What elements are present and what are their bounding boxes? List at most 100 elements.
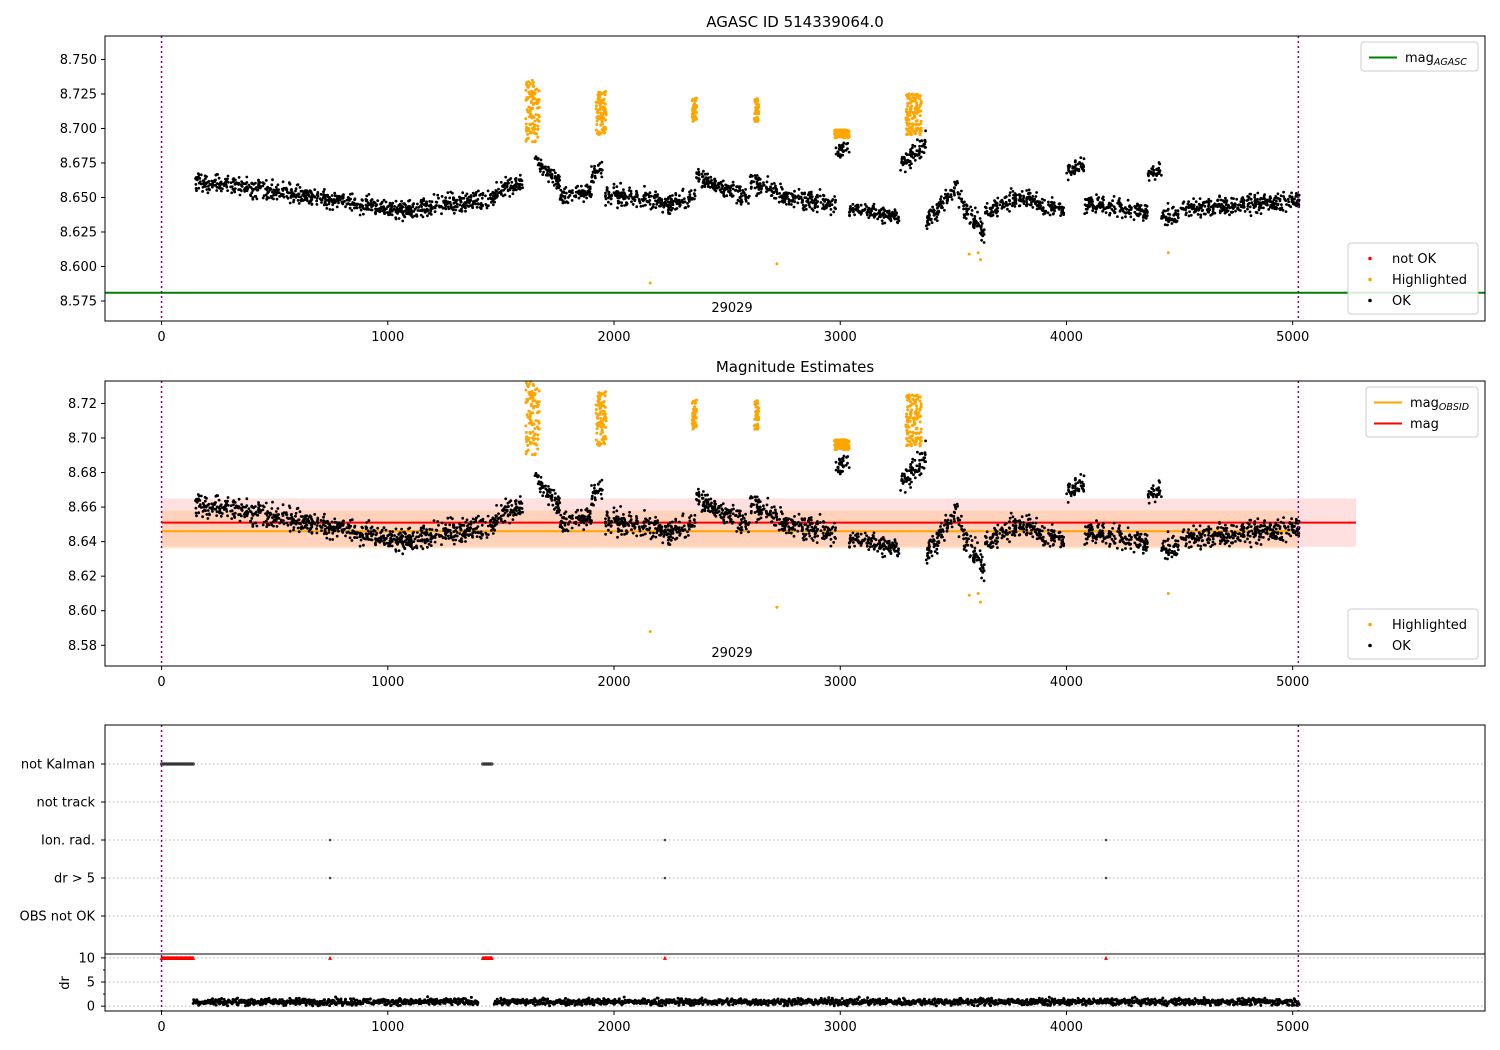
point-ok xyxy=(276,183,280,187)
point-ok xyxy=(1283,198,1287,201)
point-ok xyxy=(1141,216,1145,219)
point-ok xyxy=(315,197,319,200)
point-ok xyxy=(245,497,249,501)
point-ok xyxy=(379,202,382,206)
point-highlighted xyxy=(602,105,606,109)
point-ok xyxy=(275,525,279,528)
point-ok xyxy=(435,529,439,532)
point-ok xyxy=(460,207,463,211)
point-ok xyxy=(316,194,320,198)
point-ok xyxy=(949,193,953,197)
point-ok xyxy=(386,534,390,538)
point-ok xyxy=(579,190,583,194)
point-ok xyxy=(643,509,646,512)
point-ok xyxy=(551,180,555,184)
point-ok xyxy=(271,516,274,519)
point-ok xyxy=(731,194,735,198)
point-highlighted xyxy=(596,98,600,101)
point-ok xyxy=(262,194,266,198)
point-ok xyxy=(213,178,217,182)
point-ok xyxy=(229,504,233,508)
point-ok xyxy=(555,175,558,179)
point-ok xyxy=(651,205,655,209)
point-highlighted xyxy=(527,128,530,132)
point-ok xyxy=(230,191,234,195)
point-ok xyxy=(675,198,679,202)
point-ok xyxy=(418,209,422,213)
point-ok xyxy=(620,201,624,205)
point-ok xyxy=(1008,202,1012,206)
point-ok xyxy=(369,526,373,530)
point-ok xyxy=(547,165,550,169)
point-ok xyxy=(232,499,236,502)
point-ok xyxy=(321,523,325,527)
point-ok xyxy=(515,509,518,513)
point-highlighted xyxy=(691,119,695,123)
point-ok xyxy=(593,483,596,487)
point-ok xyxy=(194,506,198,510)
point-ok xyxy=(908,159,912,163)
point-ok xyxy=(1031,195,1035,198)
point-ok xyxy=(350,192,354,196)
point-ok xyxy=(642,525,646,529)
point-ok xyxy=(304,189,307,193)
point-ok xyxy=(1127,211,1131,214)
point-highlighted xyxy=(908,113,912,117)
point-ok xyxy=(382,205,385,209)
point-ok xyxy=(388,530,392,533)
point-ok xyxy=(461,534,465,537)
point-ok xyxy=(491,517,495,521)
point-ok xyxy=(495,522,499,526)
point-highlighted xyxy=(909,109,913,113)
point-ok xyxy=(779,195,783,199)
point-ok xyxy=(379,531,382,535)
point-ok xyxy=(452,198,456,202)
point-ok xyxy=(394,527,398,531)
point-ok xyxy=(253,512,257,516)
point-ok xyxy=(966,212,970,216)
point-ok xyxy=(802,208,806,212)
point-ok xyxy=(856,203,860,207)
point-ok xyxy=(693,194,697,198)
point-ok xyxy=(852,208,856,211)
point-ok xyxy=(197,173,201,177)
point-ok xyxy=(221,187,224,191)
point-ok xyxy=(588,191,591,195)
point-ok xyxy=(285,195,289,198)
point-ok xyxy=(1199,213,1203,217)
point-highlighted xyxy=(833,128,837,132)
point-ok xyxy=(697,502,701,506)
point-ok xyxy=(1276,192,1280,196)
point-ok xyxy=(675,530,679,534)
point-ok xyxy=(1246,207,1249,211)
point-ok xyxy=(352,531,355,535)
point-ok xyxy=(952,186,956,190)
point-ok xyxy=(1246,202,1250,206)
point-ok xyxy=(230,517,234,520)
point-ok xyxy=(539,158,543,162)
point-ok xyxy=(484,531,488,535)
point-ok xyxy=(807,191,811,195)
point-ok xyxy=(1207,201,1210,205)
point-ok xyxy=(1035,191,1038,194)
point-ok xyxy=(1007,198,1011,202)
point-ok xyxy=(956,181,959,185)
point-ok xyxy=(546,495,550,498)
point-ok xyxy=(474,199,477,203)
point-ok xyxy=(753,174,757,177)
point-ok xyxy=(502,188,505,192)
point-ok xyxy=(315,531,319,535)
point-ok xyxy=(195,178,199,182)
point-ok xyxy=(226,174,230,178)
point-ok xyxy=(380,207,383,210)
point-ok xyxy=(793,189,796,193)
point-ok xyxy=(504,497,508,501)
point-ok xyxy=(278,194,281,198)
point-highlighted xyxy=(595,123,599,126)
point-ok xyxy=(927,223,931,226)
point-ok xyxy=(1261,200,1265,204)
point-ok xyxy=(849,205,852,208)
point-ok xyxy=(620,529,624,533)
point-ok xyxy=(468,204,472,207)
point-ok xyxy=(194,183,198,186)
